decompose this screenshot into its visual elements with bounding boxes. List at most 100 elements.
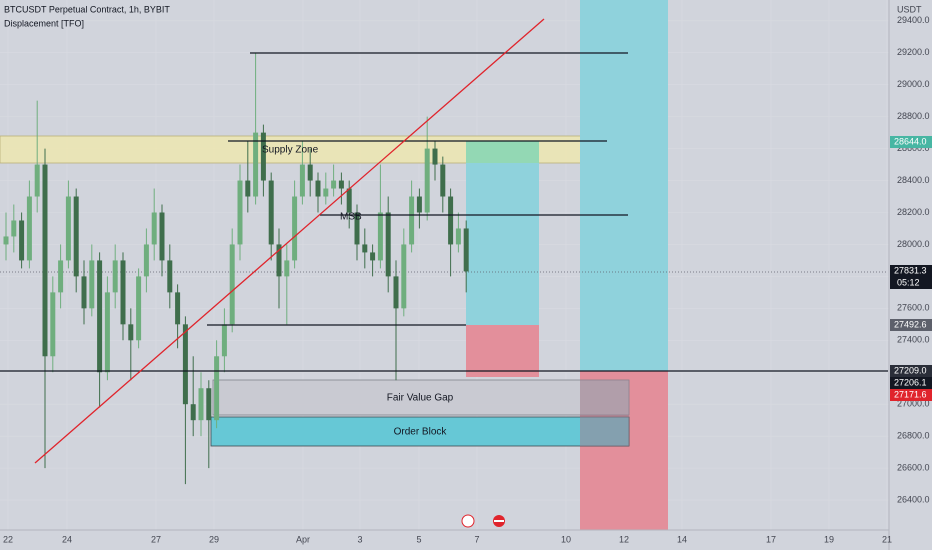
candle-body bbox=[268, 180, 274, 245]
candle-body bbox=[448, 196, 454, 245]
y-tick-label: 28400.0 bbox=[897, 175, 930, 185]
candle-body bbox=[323, 188, 329, 197]
overlap bbox=[580, 380, 629, 446]
candle-body bbox=[58, 260, 64, 293]
candle-body bbox=[190, 404, 196, 421]
candle-body bbox=[104, 292, 110, 373]
candle-body bbox=[299, 164, 305, 197]
x-tick-label: 24 bbox=[62, 534, 72, 544]
badge-text: 27492.6 bbox=[894, 319, 927, 329]
candle-body bbox=[120, 260, 126, 325]
y-tick-label: 27600.0 bbox=[897, 303, 930, 313]
x-tick-label: 3 bbox=[357, 534, 362, 544]
candle-body bbox=[409, 196, 415, 245]
y-tick-label: 28000.0 bbox=[897, 239, 930, 249]
candle-body bbox=[393, 276, 399, 309]
indicator-name: Displacement [TFO] bbox=[4, 18, 84, 28]
x-tick-label: 29 bbox=[209, 534, 219, 544]
badge bbox=[890, 265, 932, 289]
candle-body bbox=[97, 260, 103, 373]
chart-title: BTCUSDT Perpetual Contract, 1h, BYBIT bbox=[4, 4, 170, 14]
order-block-label: Order Block bbox=[394, 427, 448, 438]
candle-body bbox=[377, 212, 383, 261]
candles bbox=[3, 52, 469, 485]
candle-body bbox=[128, 324, 134, 341]
candle-body bbox=[112, 260, 118, 293]
x-tick-label: 7 bbox=[474, 534, 479, 544]
candle-body bbox=[89, 260, 95, 309]
candle-body bbox=[237, 180, 243, 245]
candle-body bbox=[315, 180, 321, 197]
msb-label: MSB bbox=[340, 212, 362, 223]
candle-body bbox=[362, 244, 368, 253]
fvg-label: Fair Value Gap bbox=[387, 393, 454, 404]
candle-body bbox=[206, 388, 212, 421]
y-tick-label: 26600.0 bbox=[897, 462, 930, 472]
candle-body bbox=[276, 244, 282, 277]
y-tick-label: 29400.0 bbox=[897, 15, 930, 25]
x-tick-label: Apr bbox=[296, 534, 310, 544]
candle-body bbox=[73, 196, 79, 277]
candle-body bbox=[253, 132, 259, 197]
candle-body bbox=[3, 236, 9, 245]
candle-body bbox=[245, 180, 251, 197]
candle-body bbox=[136, 276, 142, 341]
candle-body bbox=[455, 228, 461, 245]
candle-body bbox=[370, 252, 376, 261]
y-tick-label: 27000.0 bbox=[897, 399, 930, 409]
candle-body bbox=[440, 164, 446, 197]
fair-value-gap bbox=[212, 379, 630, 416]
candle-body bbox=[151, 212, 157, 245]
candle-body bbox=[175, 292, 181, 325]
countdown: 05:12 bbox=[897, 277, 920, 287]
x-tick-label: 17 bbox=[766, 534, 776, 544]
y-tick-label: 29200.0 bbox=[897, 47, 930, 57]
candle-body bbox=[331, 180, 337, 189]
candle-body bbox=[81, 276, 87, 309]
candle-body bbox=[354, 212, 360, 245]
y-tick-label: 26800.0 bbox=[897, 431, 930, 441]
candle-body bbox=[401, 244, 407, 309]
candle-body bbox=[42, 164, 48, 357]
badge bbox=[890, 389, 932, 401]
x-tick-label: 14 bbox=[677, 534, 687, 544]
candle-body bbox=[159, 212, 165, 261]
x-tick-label: 12 bbox=[619, 534, 629, 544]
candle-body bbox=[34, 164, 40, 197]
candle-body bbox=[26, 196, 32, 261]
target-zone bbox=[466, 141, 539, 325]
badge bbox=[890, 377, 932, 389]
supply-zone-label: Supply Zone bbox=[262, 145, 319, 156]
badge-text: 27206.1 bbox=[894, 377, 927, 387]
candle-body bbox=[65, 196, 71, 261]
candle-body bbox=[229, 244, 235, 325]
candle-body bbox=[214, 356, 220, 421]
target-zone bbox=[580, 0, 668, 371]
badge-text: 27209.0 bbox=[894, 365, 927, 375]
x-tick-label: 22 bbox=[3, 534, 13, 544]
candle-body bbox=[307, 164, 313, 181]
x-tick-label: 21 bbox=[882, 534, 892, 544]
candle-body bbox=[260, 132, 266, 181]
event-icon[interactable] bbox=[461, 514, 475, 528]
candle-body bbox=[424, 148, 430, 213]
candle-body bbox=[198, 388, 204, 421]
candle-body bbox=[167, 260, 173, 293]
y-tick-label: 27400.0 bbox=[897, 335, 930, 345]
x-tick-label: 5 bbox=[416, 534, 421, 544]
badge-text: 28644.0 bbox=[894, 136, 927, 146]
x-tick-label: 10 bbox=[561, 534, 571, 544]
x-tick-label: 19 bbox=[824, 534, 834, 544]
y-tick-label: 26400.0 bbox=[897, 494, 930, 504]
candle-body bbox=[338, 180, 344, 189]
candle-body bbox=[346, 188, 352, 213]
badge bbox=[890, 365, 932, 377]
y-tick-label: 28800.0 bbox=[897, 111, 930, 121]
candle-body bbox=[143, 244, 149, 277]
stop-zone bbox=[466, 325, 539, 377]
icon-stripe bbox=[494, 520, 504, 522]
order-block bbox=[210, 416, 630, 447]
candle-body bbox=[50, 292, 56, 357]
candle-body bbox=[416, 196, 422, 213]
